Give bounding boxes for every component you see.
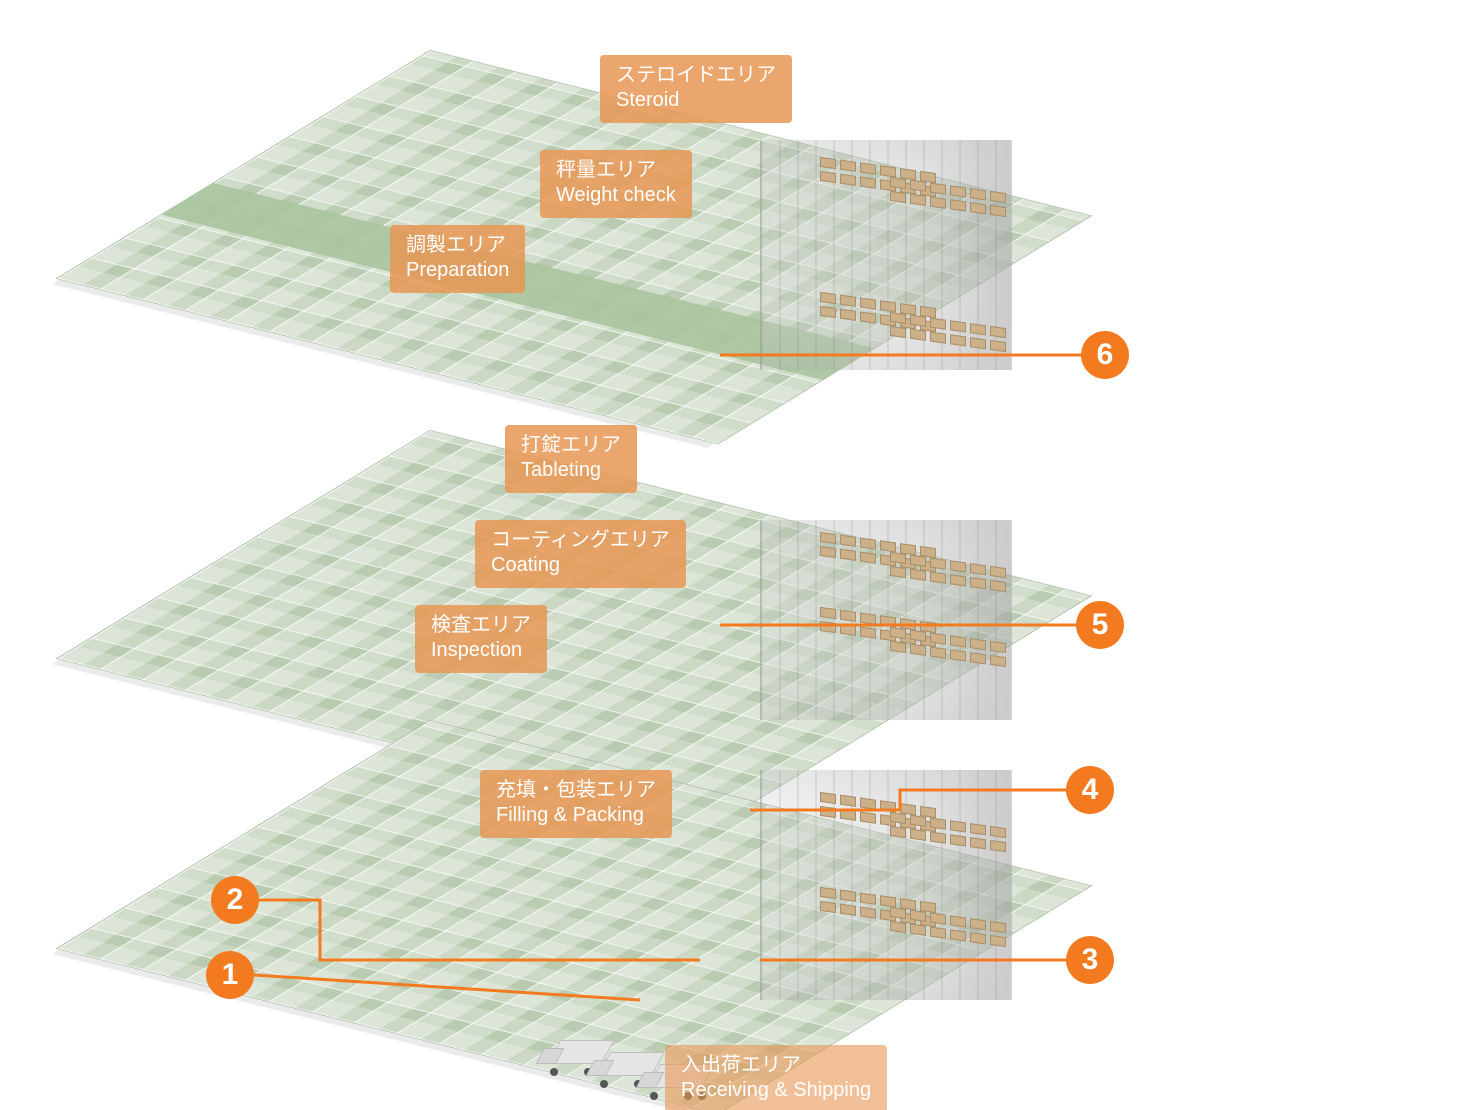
callout-number: 4 (1082, 773, 1099, 807)
callout-number: 3 (1082, 943, 1099, 977)
callout-badge-3: 3 (1066, 936, 1114, 984)
area-label-jp: 検査エリア (431, 613, 531, 638)
area-label-jp: ステロイドエリア (616, 63, 776, 88)
area-label-jp: コーティングエリア (491, 528, 670, 553)
area-label-filling: 充填・包装エリアFilling & Packing (480, 770, 672, 838)
area-label-inspection: 検査エリアInspection (415, 605, 547, 673)
area-label-jp: 充填・包装エリア (496, 778, 656, 803)
callout-number: 6 (1097, 338, 1114, 372)
area-label-en: Preparation (406, 258, 509, 283)
area-label-jp: 調製エリア (406, 233, 509, 258)
area-label-weight: 秤量エリアWeight check (540, 150, 692, 218)
callout-badge-6: 6 (1081, 331, 1129, 379)
area-label-coating: コーティングエリアCoating (475, 520, 686, 588)
callout-badge-1: 1 (206, 951, 254, 999)
area-label-en: Tableting (521, 458, 621, 483)
diagram-stage: ステロイドエリアSteroid秤量エリアWeight check調製エリアPre… (0, 0, 1460, 1110)
area-label-en: Inspection (431, 638, 531, 663)
area-label-en: Steroid (616, 88, 776, 113)
area-label-prep: 調製エリアPreparation (390, 225, 525, 293)
callout-number: 5 (1092, 608, 1109, 642)
area-label-en: Weight check (556, 183, 676, 208)
callout-number: 1 (222, 958, 239, 992)
callout-badge-2: 2 (211, 876, 259, 924)
area-label-jp: 打錠エリア (521, 433, 621, 458)
callout-number: 2 (227, 883, 244, 917)
area-label-en: Receiving & Shipping (681, 1078, 871, 1103)
callout-badge-4: 4 (1066, 766, 1114, 814)
area-label-shipping: 入出荷エリアReceiving & Shipping (665, 1045, 887, 1110)
area-label-jp: 入出荷エリア (681, 1053, 871, 1078)
callout-badge-5: 5 (1076, 601, 1124, 649)
area-label-tableting: 打錠エリアTableting (505, 425, 637, 493)
area-label-jp: 秤量エリア (556, 158, 676, 183)
area-label-en: Filling & Packing (496, 803, 656, 828)
area-label-en: Coating (491, 553, 670, 578)
area-label-steroid: ステロイドエリアSteroid (600, 55, 792, 123)
